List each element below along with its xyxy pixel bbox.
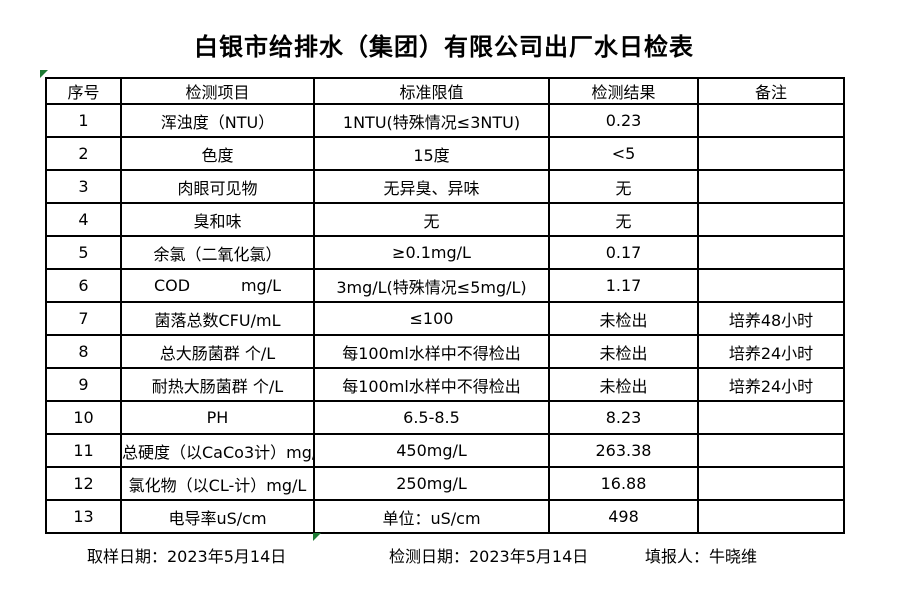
col-header-note: 备注 [697,77,845,105]
col-header-result: 检测结果 [548,77,699,105]
cell-item: 总大肠菌群 个/L [120,334,315,369]
cell-item: 浑浊度（NTU） [120,103,315,138]
cell-no: 6 [45,268,122,303]
cell-no: 3 [45,169,122,204]
cell-no: 9 [45,367,122,402]
page-title: 白银市给排水（集团）有限公司出厂水日检表 [194,33,694,61]
cell-note: 培养24小时 [697,334,845,369]
cell-item: 臭和味 [120,202,315,237]
cell-note [697,400,845,435]
cell-note [697,433,845,468]
cell-note [697,202,845,237]
cell-note [697,169,845,204]
inspection-table: 序号 检测项目 标准限值 检测结果 备注 1 浑浊度（NTU） 1NTU(特殊情… [45,77,845,534]
cell-result: <5 [548,136,699,171]
footer: 取样日期：2023年5月14日 检测日期：2023年5月14日 填报人：牛晓维 [0,543,914,566]
cell-item: COD mg/L [120,268,315,303]
cell-item: 氯化物（以CL-计）mg/L [120,466,315,501]
cell-item: 耐热大肠菌群 个/L [120,367,315,402]
table-row: 1 浑浊度（NTU） 1NTU(特殊情况≤3NTU) 0.23 [45,103,845,138]
cell-result: 1.17 [548,268,699,303]
cell-result: 未检出 [548,367,699,402]
table-row: 12 氯化物（以CL-计）mg/L 250mg/L 16.88 [45,466,845,501]
cell-limit: 450mg/L [313,433,550,468]
cell-result: 263.38 [548,433,699,468]
cell-limit: 每100ml水样中不得检出 [313,367,550,402]
cell-no: 1 [45,103,122,138]
cell-result: 16.88 [548,466,699,501]
table-body: 1 浑浊度（NTU） 1NTU(特殊情况≤3NTU) 0.23 2 色度 15度… [45,103,845,534]
table-row: 8 总大肠菌群 个/L 每100ml水样中不得检出 未检出 培养24小时 [45,334,845,369]
cell-result: 未检出 [548,334,699,369]
table-row: 9 耐热大肠菌群 个/L 每100ml水样中不得检出 未检出 培养24小时 [45,367,845,402]
green-corner-marker-icon [40,70,48,78]
test-date-text: 检测日期：2023年5月14日 [389,547,589,566]
cell-limit: ≤100 [313,301,550,336]
cell-no: 12 [45,466,122,501]
cell-item: 肉眼可见物 [120,169,315,204]
cell-no: 8 [45,334,122,369]
cell-result: 8.23 [548,400,699,435]
cell-item: 色度 [120,136,315,171]
table-row: 10 PH 6.5-8.5 8.23 [45,400,845,435]
cell-note [697,136,845,171]
cell-item: 总硬度（以CaCo3计）mg/L [120,433,315,468]
cell-item: PH [120,400,315,435]
cell-limit: 每100ml水样中不得检出 [313,334,550,369]
table-row: 6 COD mg/L 3mg/L(特殊情况≤5mg/L) 1.17 [45,268,845,303]
cell-limit: 1NTU(特殊情况≤3NTU) [313,103,550,138]
header-row: 序号 检测项目 标准限值 检测结果 备注 [45,77,845,105]
cell-limit: 15度 [313,136,550,171]
cell-no: 7 [45,301,122,336]
cell-result: 无 [548,202,699,237]
cell-note [697,235,845,270]
cell-result: 无 [548,169,699,204]
table-row: 7 菌落总数CFU/mL ≤100 未检出 培养48小时 [45,301,845,336]
cell-limit: 250mg/L [313,466,550,501]
cell-limit: 6.5-8.5 [313,400,550,435]
col-header-item: 检测项目 [120,77,315,105]
cell-no: 13 [45,499,122,534]
cell-no: 10 [45,400,122,435]
green-corner-marker-icon [313,533,321,541]
cell-no: 5 [45,235,122,270]
cell-result: 未检出 [548,301,699,336]
cell-result: 498 [548,499,699,534]
cell-limit: 无异臭、异味 [313,169,550,204]
cell-no: 4 [45,202,122,237]
cell-note: 培养48小时 [697,301,845,336]
table-row: 4 臭和味 无 无 [45,202,845,237]
cell-limit: 无 [313,202,550,237]
cell-result: 0.23 [548,103,699,138]
cell-no: 11 [45,433,122,468]
table-row: 2 色度 15度 <5 [45,136,845,171]
cell-result: 0.17 [548,235,699,270]
col-header-limit: 标准限值 [313,77,550,105]
col-header-no: 序号 [45,77,122,105]
cell-note [697,499,845,534]
cell-note [697,466,845,501]
table-row: 5 余氯（二氧化氯） ≥0.1mg/L 0.17 [45,235,845,270]
cell-note [697,103,845,138]
cell-item: 电导率uS/cm [120,499,315,534]
reporter-text: 填报人：牛晓维 [645,547,758,566]
cell-item: 余氯（二氧化氯） [120,235,315,270]
cell-no: 2 [45,136,122,171]
cell-limit: ≥0.1mg/L [313,235,550,270]
table-row: 11 总硬度（以CaCo3计）mg/L 450mg/L 263.38 [45,433,845,468]
cell-limit: 3mg/L(特殊情况≤5mg/L) [313,268,550,303]
cell-item: 菌落总数CFU/mL [120,301,315,336]
table-row: 3 肉眼可见物 无异臭、异味 无 [45,169,845,204]
cell-note [697,268,845,303]
cell-limit: 单位：uS/cm [313,499,550,534]
cell-note: 培养24小时 [697,367,845,402]
table-row: 13 电导率uS/cm 单位：uS/cm 498 [45,499,845,534]
sample-date-text: 取样日期：2023年5月14日 [87,547,287,566]
